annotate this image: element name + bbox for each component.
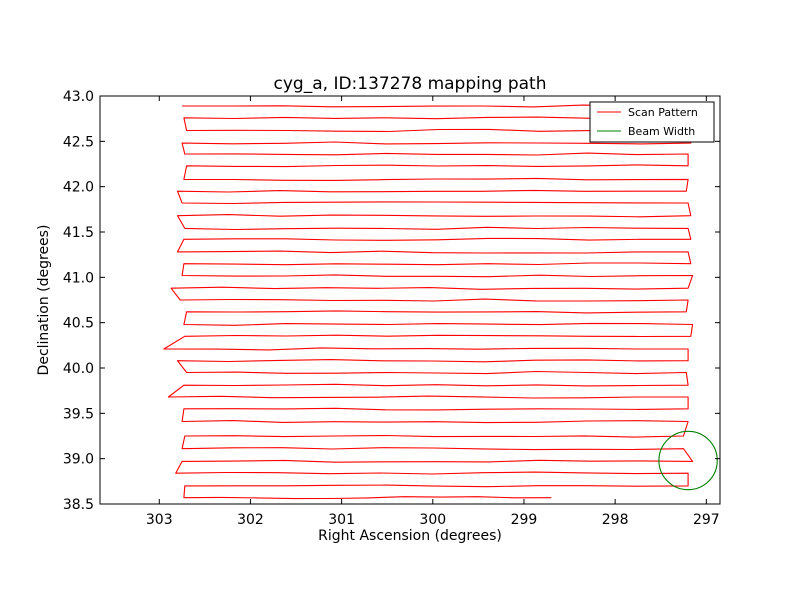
- x-tick-label: 299: [511, 512, 538, 528]
- y-tick-label: 41.0: [63, 270, 94, 286]
- y-tick-label: 40.0: [63, 361, 94, 377]
- y-tick-label: 41.5: [63, 225, 94, 241]
- x-tick-label: 297: [693, 512, 720, 528]
- ticks-layer: 303 302 301 300 299 298 297 38.5 39.0 39.5 40.0 40.…: [63, 89, 720, 528]
- beam-width-circle: [658, 430, 718, 491]
- x-tick-label: 298: [602, 512, 629, 528]
- x-tick-label: 300: [419, 512, 446, 528]
- plot-area: 303 302 301 300 299 298 297 38.5 39.0 39.5 40.0 40.…: [63, 89, 721, 528]
- x-axis-label: Right Ascension (degrees): [318, 528, 502, 544]
- legend: Scan Pattern Beam Width: [589, 101, 715, 143]
- x-tick-label: 301: [328, 512, 355, 528]
- y-tick-label: 42.5: [63, 134, 94, 150]
- series-layer: [163, 104, 718, 500]
- legend-label-scan-pattern: Scan Pattern: [628, 106, 698, 119]
- axes-frame: [99, 95, 721, 505]
- y-tick-label: 39.0: [63, 452, 94, 468]
- y-tick-label: 38.5: [63, 497, 94, 513]
- x-tick-label: 302: [237, 512, 264, 528]
- chart-title: cyg_a, ID:137278 mapping path: [274, 74, 547, 94]
- y-tick-label: 39.5: [63, 406, 94, 422]
- y-tick-label: 43.0: [63, 89, 94, 105]
- x-tick-label: 303: [146, 512, 173, 528]
- legend-box: [589, 101, 715, 143]
- y-tick-label: 40.5: [63, 316, 94, 332]
- y-tick-label: 42.0: [63, 180, 94, 196]
- y-axis-label: Declination (degrees): [36, 225, 52, 376]
- legend-label-beam-width: Beam Width: [628, 125, 695, 138]
- scan-pattern-line: [163, 104, 694, 500]
